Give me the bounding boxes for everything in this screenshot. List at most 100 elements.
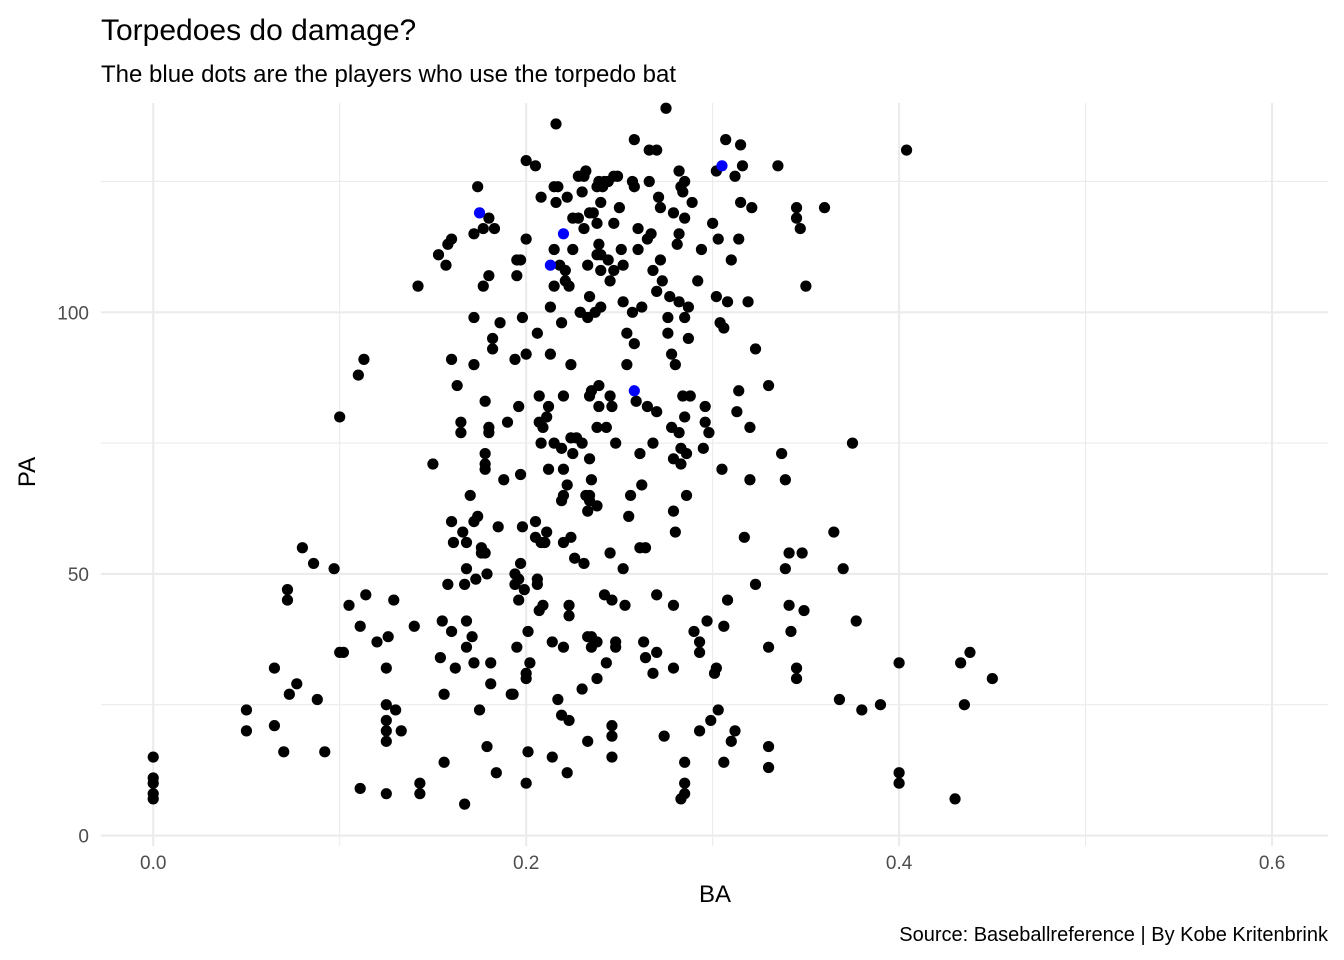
player-point xyxy=(639,652,652,664)
player-point xyxy=(628,181,640,193)
player-point xyxy=(147,793,159,805)
player-point xyxy=(494,317,506,329)
player-point xyxy=(692,275,704,287)
player-point xyxy=(380,662,392,674)
player-point xyxy=(874,699,887,711)
player-point xyxy=(591,636,603,648)
player-point xyxy=(673,427,685,439)
player-point xyxy=(268,720,281,732)
player-point xyxy=(651,406,663,418)
player-point xyxy=(783,599,795,611)
player-point xyxy=(498,474,510,486)
chart-caption: Source: Baseballreference | By Kobe Krit… xyxy=(899,924,1329,946)
player-point xyxy=(669,359,681,371)
player-point xyxy=(371,636,383,648)
player-point xyxy=(457,526,469,538)
player-point xyxy=(460,563,473,575)
player-point xyxy=(651,144,663,156)
player-point xyxy=(542,463,555,475)
player-point xyxy=(721,594,734,606)
x-tick-label: 0.2 xyxy=(513,853,539,874)
player-point xyxy=(662,327,674,339)
player-point xyxy=(794,222,806,235)
player-point xyxy=(514,468,527,481)
player-point xyxy=(555,317,568,329)
player-point xyxy=(679,756,691,768)
player-point xyxy=(731,406,743,418)
player-point xyxy=(490,767,502,779)
player-point xyxy=(749,578,762,590)
player-point xyxy=(240,704,253,716)
player-point xyxy=(511,641,523,653)
player-point xyxy=(667,207,680,219)
player-point xyxy=(893,777,905,789)
player-point xyxy=(563,280,575,292)
player-point xyxy=(541,411,553,423)
player-point xyxy=(958,699,970,711)
torpedo-player-point xyxy=(544,259,557,271)
player-point xyxy=(582,259,594,271)
player-point xyxy=(486,343,499,355)
player-point xyxy=(427,458,439,470)
player-point xyxy=(380,735,392,747)
player-point xyxy=(735,196,747,209)
player-point xyxy=(682,301,694,313)
player-point xyxy=(354,782,366,795)
x-axis-ticks: 0.0 0.2 0.4 0.6 xyxy=(140,853,1285,874)
player-point xyxy=(667,662,680,674)
player-point xyxy=(651,285,663,297)
player-point xyxy=(720,134,732,146)
player-point xyxy=(608,264,620,277)
player-point xyxy=(798,604,810,617)
player-point xyxy=(725,254,737,266)
player-point xyxy=(800,280,812,292)
player-point xyxy=(796,547,808,559)
player-point xyxy=(337,646,350,659)
player-point xyxy=(593,400,605,413)
player-point xyxy=(472,510,484,522)
player-point xyxy=(606,720,618,732)
player-point xyxy=(481,740,493,753)
player-point xyxy=(850,615,862,627)
player-point xyxy=(762,641,775,653)
player-point xyxy=(380,714,392,727)
player-point xyxy=(667,599,680,611)
player-point xyxy=(539,536,551,549)
player-point xyxy=(268,662,281,674)
player-point xyxy=(738,531,750,543)
player-point xyxy=(610,437,622,449)
player-point xyxy=(380,788,392,800)
player-point xyxy=(591,672,603,685)
player-point xyxy=(662,311,674,324)
x-tick-label: 0.4 xyxy=(886,853,913,874)
player-point xyxy=(673,296,685,308)
player-point xyxy=(617,563,629,575)
player-point xyxy=(828,526,840,538)
player-point xyxy=(434,652,446,664)
player-point xyxy=(395,725,407,737)
torpedo-player-point xyxy=(557,228,570,240)
player-point xyxy=(705,714,717,727)
player-point xyxy=(776,447,788,460)
player-point xyxy=(744,421,756,434)
player-point xyxy=(721,296,734,308)
player-point xyxy=(615,243,627,256)
player-point xyxy=(477,280,489,292)
player-point xyxy=(466,631,478,643)
player-point xyxy=(479,463,491,475)
player-point xyxy=(455,416,467,428)
player-point xyxy=(647,437,659,449)
player-point xyxy=(436,615,448,627)
player-point xyxy=(643,175,655,188)
player-point xyxy=(514,254,527,266)
player-point xyxy=(546,751,558,763)
player-point xyxy=(311,693,323,706)
player-point xyxy=(440,259,452,271)
player-point xyxy=(535,191,547,203)
player-point xyxy=(964,646,976,659)
player-point xyxy=(619,599,631,611)
player-point xyxy=(582,735,594,747)
player-point xyxy=(837,563,849,575)
player-point xyxy=(679,175,691,188)
player-point xyxy=(686,196,698,209)
